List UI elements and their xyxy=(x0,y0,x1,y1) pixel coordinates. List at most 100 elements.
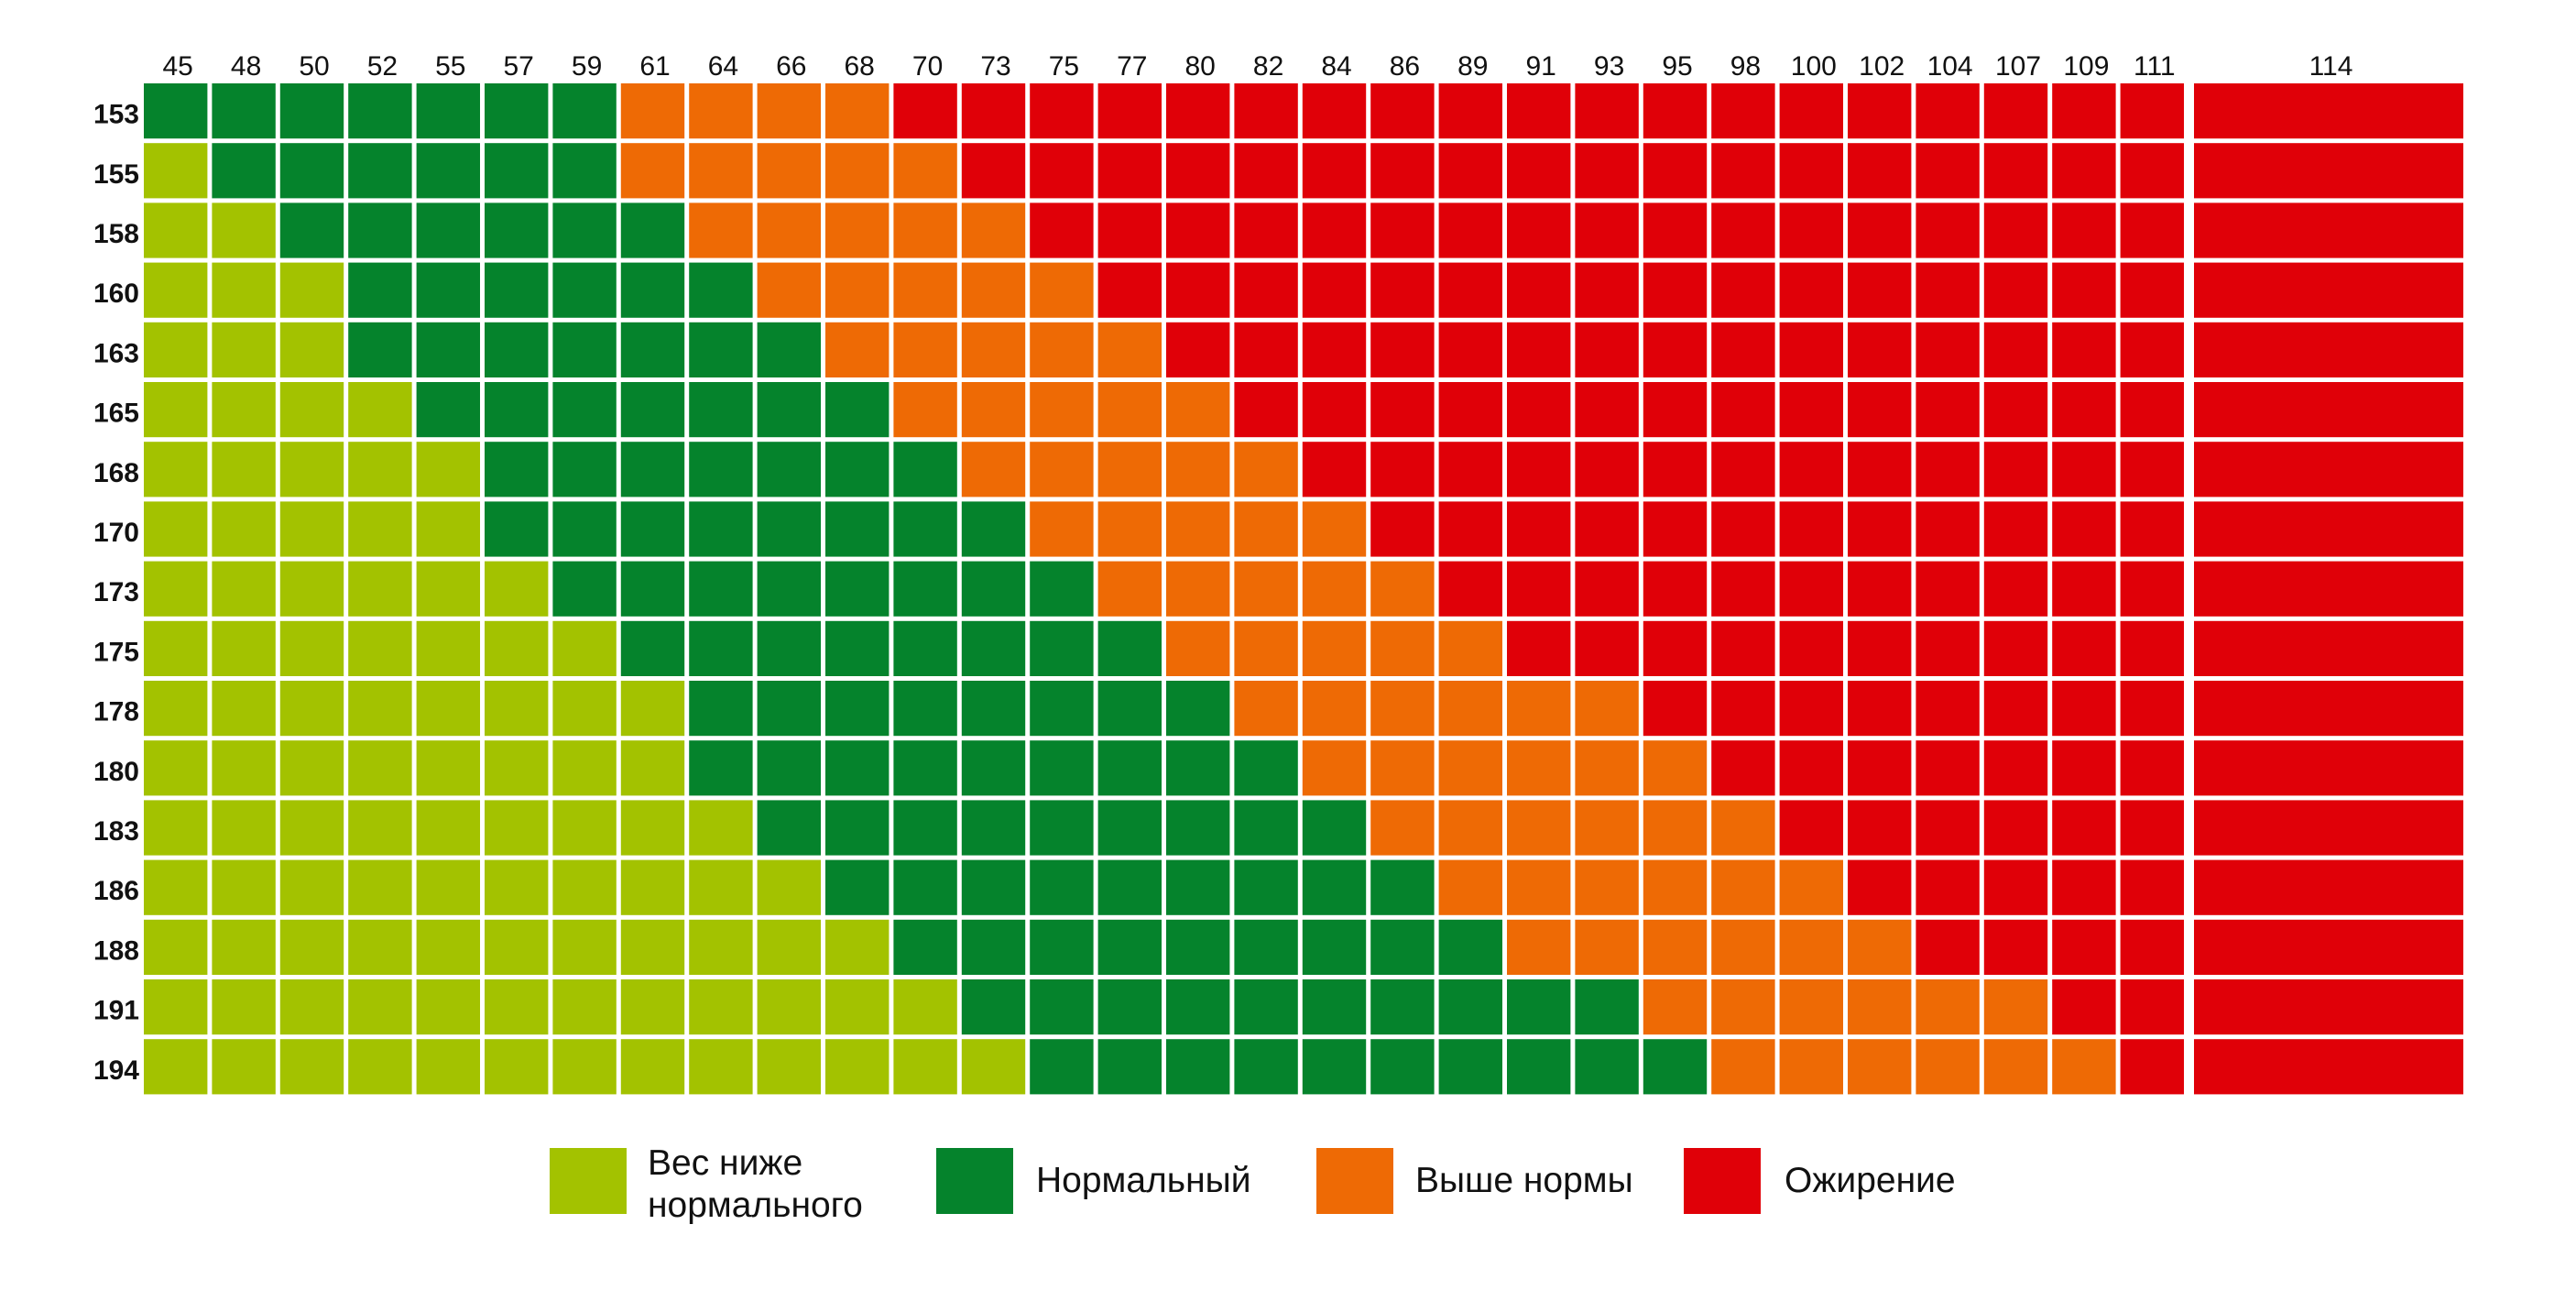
heatmap-cell xyxy=(485,501,549,557)
heatmap-cell xyxy=(348,919,412,975)
heatmap-cell xyxy=(1166,322,1230,377)
heatmap-cell xyxy=(689,83,753,139)
weight-tick-label: 80 xyxy=(1185,51,1216,82)
heatmap-cell xyxy=(1166,919,1230,975)
heatmap-cell xyxy=(1643,322,1708,377)
heatmap-cell xyxy=(485,800,549,856)
height-tick-label: 155 xyxy=(93,159,139,190)
heatmap-cell xyxy=(1234,859,1298,915)
heatmap-cell xyxy=(1575,382,1639,438)
heatmap-cell xyxy=(1166,1039,1230,1095)
heatmap-cell xyxy=(1166,681,1230,737)
heatmap-cell xyxy=(1097,681,1162,737)
height-tick-label: 186 xyxy=(93,876,139,906)
heatmap-cell xyxy=(1983,442,2048,497)
heatmap-cell xyxy=(1643,859,1708,915)
heatmap-cell xyxy=(1779,620,1843,676)
heatmap-cell xyxy=(757,322,821,377)
heatmap-cell xyxy=(1643,202,1708,258)
heatmap-cell xyxy=(1779,979,1843,1035)
heatmap-cell xyxy=(689,859,753,915)
heatmap-cell xyxy=(1234,322,1298,377)
heatmap-cell xyxy=(1234,501,1298,557)
heatmap-cell xyxy=(1302,681,1367,737)
heatmap-cell xyxy=(2120,979,2184,1035)
heatmap-cell xyxy=(348,442,412,497)
heatmap-cell xyxy=(2194,800,2463,856)
heatmap-cell xyxy=(1166,979,1230,1035)
heatmap-cell xyxy=(1916,800,1980,856)
heatmap-cell xyxy=(485,681,549,737)
heatmap-cell xyxy=(1507,800,1571,856)
heatmap-cell xyxy=(2120,202,2184,258)
heatmap-cell xyxy=(1438,620,1502,676)
heatmap-cell xyxy=(1097,382,1162,438)
heatmap-cell xyxy=(689,979,753,1035)
heatmap-cell xyxy=(1030,202,1094,258)
heatmap-cell xyxy=(620,322,685,377)
heatmap-cell xyxy=(279,620,344,676)
heatmap-cell xyxy=(1030,262,1094,318)
heatmap-cell xyxy=(620,979,685,1035)
heatmap-cell xyxy=(825,83,890,139)
heatmap-cell xyxy=(689,681,753,737)
heatmap-cell xyxy=(1711,1039,1775,1095)
heatmap-cell xyxy=(2194,262,2463,318)
heatmap-cell xyxy=(485,322,549,377)
heatmap-cell xyxy=(279,1039,344,1095)
heatmap-cell xyxy=(2120,620,2184,676)
heatmap-cell xyxy=(1030,979,1094,1035)
heatmap-cell xyxy=(1848,202,1912,258)
heatmap-cell xyxy=(620,859,685,915)
height-axis-labels: 153 155 158 160 163 165 168 170 173 175 178 180 183 1… xyxy=(93,100,139,1086)
heatmap-cell xyxy=(1983,979,2048,1035)
heatmap-cell xyxy=(1438,442,1502,497)
heatmap-cell xyxy=(689,501,753,557)
heatmap-cell xyxy=(1507,501,1571,557)
heatmap-cell xyxy=(2052,561,2116,617)
heatmap-cell xyxy=(1575,501,1639,557)
heatmap-cell xyxy=(961,620,1026,676)
heatmap-cell xyxy=(1507,262,1571,318)
heatmap-cell xyxy=(961,919,1026,975)
heatmap-cell xyxy=(279,382,344,438)
height-tick-label: 173 xyxy=(93,577,139,607)
heatmap-cell xyxy=(212,262,276,318)
heatmap-cell xyxy=(961,501,1026,557)
heatmap-cell xyxy=(1166,202,1230,258)
heatmap-cell xyxy=(552,382,617,438)
heatmap-cell xyxy=(2052,979,2116,1035)
heatmap-cell xyxy=(1575,740,1639,796)
heatmap-cell xyxy=(1370,620,1435,676)
heatmap-cell xyxy=(893,442,957,497)
heatmap-cell xyxy=(1983,800,2048,856)
heatmap-cell xyxy=(212,919,276,975)
heatmap-cell xyxy=(893,979,957,1035)
heatmap-cell xyxy=(1916,979,1980,1035)
weight-tick-label: 114 xyxy=(2309,51,2353,82)
heatmap-cell xyxy=(2120,919,2184,975)
heatmap-cell xyxy=(552,262,617,318)
heatmap-cell xyxy=(416,83,480,139)
heatmap-cell xyxy=(1166,382,1230,438)
heatmap-cell xyxy=(1234,83,1298,139)
heatmap-cell xyxy=(1643,442,1708,497)
heatmap-cell xyxy=(1711,919,1775,975)
heatmap-cell xyxy=(144,143,208,199)
heatmap-cell xyxy=(1848,620,1912,676)
heatmap-cell xyxy=(1779,322,1843,377)
heatmap-cell xyxy=(552,859,617,915)
height-tick-label: 168 xyxy=(93,458,139,488)
heatmap-cell xyxy=(893,561,957,617)
heatmap-cell xyxy=(416,740,480,796)
heatmap-cell xyxy=(1097,202,1162,258)
heatmap-cell xyxy=(2120,681,2184,737)
heatmap-cell xyxy=(416,143,480,199)
heatmap-cell xyxy=(1438,202,1502,258)
heatmap-cell xyxy=(1166,620,1230,676)
heatmap-cell xyxy=(1370,382,1435,438)
heatmap-cell xyxy=(1166,262,1230,318)
heatmap-cell xyxy=(1166,561,1230,617)
heatmap-cell xyxy=(1916,83,1980,139)
heatmap-cell xyxy=(1575,442,1639,497)
